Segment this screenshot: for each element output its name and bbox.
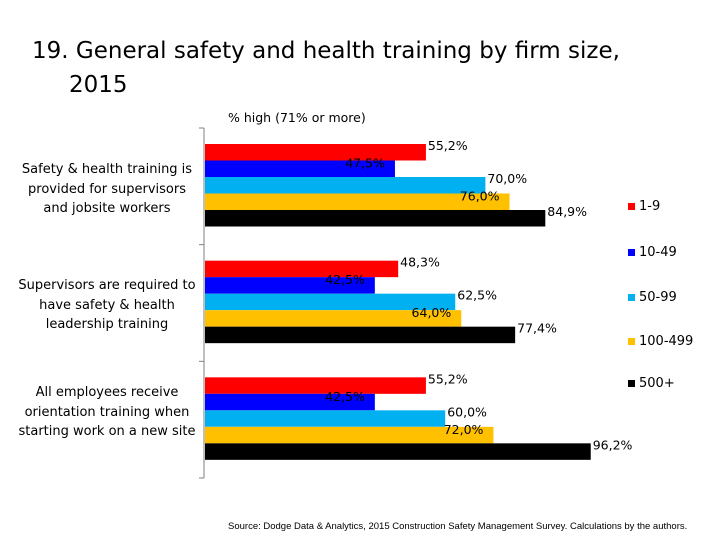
category-label-2: Supervisors are required to have safety …	[18, 278, 196, 332]
bar-500+-group-1	[205, 210, 546, 227]
bar-10-49-group-2	[205, 277, 375, 294]
data-label-10-49-group-1: 47,5%	[345, 156, 385, 171]
bar-100-499-group-2	[205, 310, 462, 327]
legend-swatch	[628, 203, 635, 210]
legend-item-50-99: 50-99	[628, 290, 677, 305]
legend-item-100-499: 100-499	[628, 334, 693, 349]
data-label-50-99-group-1: 70,0%	[487, 171, 527, 186]
data-label-50-99-group-2: 62,5%	[457, 288, 497, 303]
data-label-100-499-group-1: 76,0%	[460, 189, 500, 204]
bar-100-499-group-3	[205, 426, 494, 444]
data-label-500+-group-2: 77,4%	[517, 321, 557, 336]
title-line-2: 2015	[69, 72, 128, 98]
data-label-10-49-group-2: 42,5%	[325, 272, 365, 287]
chart-title: 19. General safety and health training b…	[32, 34, 672, 102]
legend-item-10-49: 10-49	[628, 245, 677, 260]
data-label-10-49-group-3: 42,5%	[325, 389, 365, 404]
bar-10-49-group-3	[205, 393, 375, 411]
legend-swatch	[628, 249, 635, 256]
bar-50-99-group-2	[205, 293, 456, 311]
bar-100-499-group-1	[205, 193, 510, 210]
legend-item-1-9: 1-9	[628, 199, 660, 214]
chart-subtitle: % high (71% or more)	[228, 110, 366, 125]
legend-label: 100-499	[639, 334, 694, 349]
title-line-1: 19. General safety and health training b…	[32, 38, 620, 64]
category-label-1: Safety & health training is provided for…	[21, 162, 193, 216]
bar-1-9-group-1	[205, 144, 426, 161]
legend-label: 500+	[639, 376, 675, 391]
category-label-3: All employees receive orientation traini…	[18, 385, 196, 439]
legend-item-500-plus: 500+	[628, 376, 675, 391]
bar-1-9-group-2	[205, 260, 399, 278]
bar-50-99-group-1	[205, 177, 486, 194]
data-label-1-9-group-1: 55,2%	[428, 138, 468, 153]
data-label-100-499-group-2: 64,0%	[412, 305, 452, 320]
data-label-100-499-group-3: 72,0%	[444, 422, 484, 437]
data-label-1-9-group-2: 48,3%	[400, 255, 440, 270]
legend-label: 10-49	[639, 245, 677, 260]
bar-500+-group-2	[205, 326, 516, 344]
bar-500+-group-3	[205, 443, 591, 460]
bar-50-99-group-3	[205, 410, 446, 427]
legend-label: 50-99	[639, 290, 677, 305]
bar-10-49-group-1	[205, 160, 395, 177]
data-label-500+-group-3: 96,2%	[593, 437, 633, 452]
bar-1-9-group-3	[205, 377, 426, 394]
legend-swatch	[628, 294, 635, 301]
legend-swatch	[628, 338, 635, 345]
data-label-500+-group-1: 84,9%	[547, 204, 587, 219]
legend-swatch	[628, 380, 635, 387]
legend-label: 1-9	[639, 199, 661, 214]
data-label-1-9-group-3: 55,2%	[428, 371, 468, 386]
data-label-50-99-group-3: 60,0%	[447, 404, 487, 419]
source-note: Source: Dodge Data & Analytics, 2015 Con…	[228, 521, 688, 532]
